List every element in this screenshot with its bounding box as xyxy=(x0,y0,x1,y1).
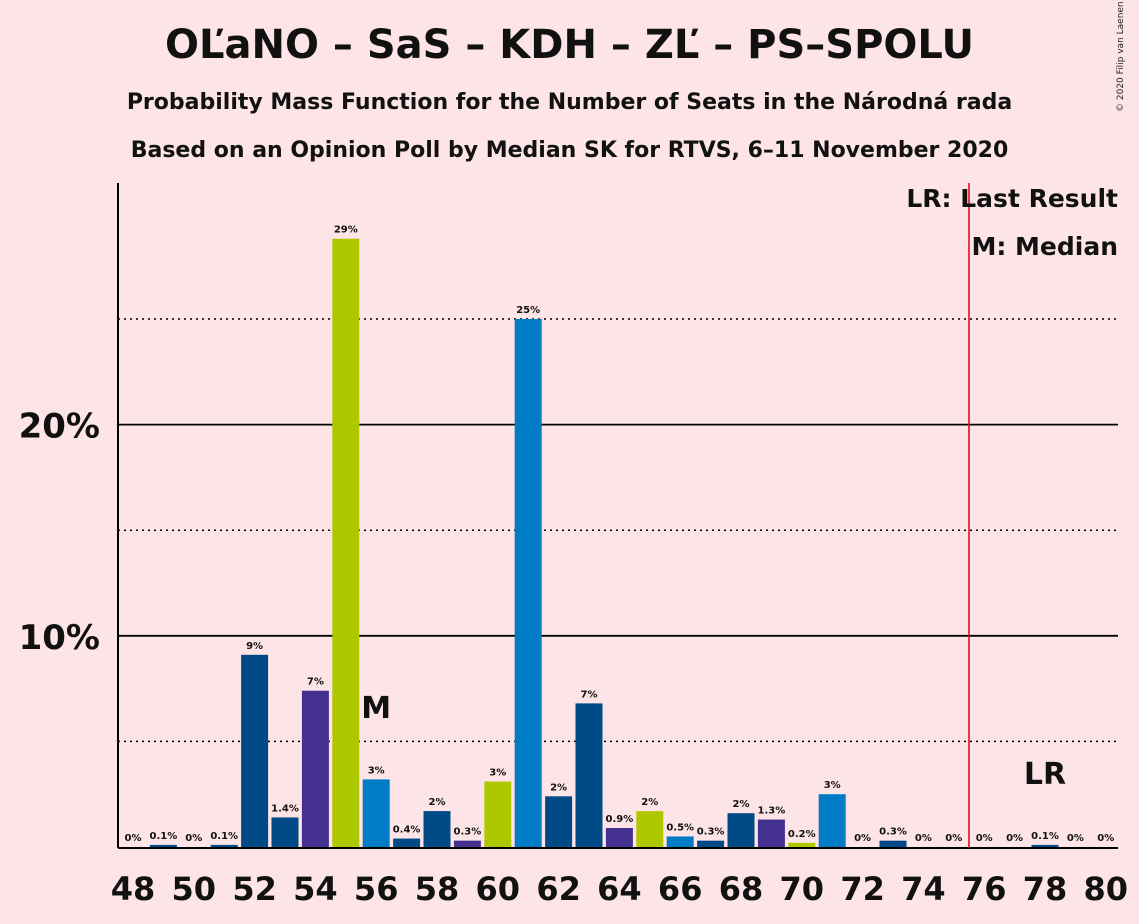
x-tick-label: 72 xyxy=(840,870,885,908)
x-tick-label: 74 xyxy=(901,870,946,908)
bar-seat-73 xyxy=(879,840,907,847)
bar-seat-58 xyxy=(423,811,451,847)
bar-value-label: 9% xyxy=(246,641,263,652)
bar-value-label: 2% xyxy=(429,797,446,808)
bar-seat-68 xyxy=(727,813,755,847)
chart-subtitle-line2: Based on an Opinion Poll by Median SK fo… xyxy=(130,138,1009,163)
bar-value-label: 0% xyxy=(854,833,871,844)
bar-value-label: 0.2% xyxy=(788,829,816,840)
bar-value-label: 0.3% xyxy=(454,827,482,838)
bar-value-label: 0.1% xyxy=(1031,831,1059,842)
bar-value-label: 0% xyxy=(185,833,202,844)
x-tick-label: 70 xyxy=(780,870,825,908)
bar-value-label: 0.3% xyxy=(697,827,725,838)
x-tick-label: 64 xyxy=(597,870,642,908)
x-tick-label: 60 xyxy=(476,870,521,908)
bar-value-label: 0.3% xyxy=(879,827,907,838)
bar-value-label: 2% xyxy=(550,782,567,793)
x-tick-label: 68 xyxy=(719,870,764,908)
bar-seat-57 xyxy=(393,838,421,847)
legend-median: M: Median xyxy=(971,232,1118,261)
bar-value-label: 29% xyxy=(334,225,358,236)
bar-value-label: 7% xyxy=(581,689,598,700)
bar-value-label: 0% xyxy=(125,833,142,844)
x-tick-label: 52 xyxy=(232,870,277,908)
bar-seat-66 xyxy=(666,836,694,847)
bar-value-label: 0.1% xyxy=(150,831,178,842)
bar-value-label: 0% xyxy=(945,833,962,844)
x-tick-label: 58 xyxy=(415,870,460,908)
bar-seat-53 xyxy=(271,817,299,847)
bar-value-label: 2% xyxy=(733,799,750,810)
x-tick-label: 78 xyxy=(1023,870,1068,908)
bar-seat-49 xyxy=(149,844,177,847)
x-tick-label: 56 xyxy=(354,870,399,908)
x-tick-label: 48 xyxy=(111,870,156,908)
median-marker: M xyxy=(361,691,391,726)
bar-seat-71 xyxy=(818,794,846,847)
bar-value-label: 0.5% xyxy=(666,822,694,833)
bar-value-label: 1.3% xyxy=(758,806,786,817)
bar-seat-69 xyxy=(757,819,785,847)
bar-value-label: 3% xyxy=(368,765,385,776)
bar-seat-56 xyxy=(362,779,390,847)
bar-value-label: 3% xyxy=(824,780,841,791)
bar-value-label: 0% xyxy=(1067,833,1084,844)
bar-value-label: 1.4% xyxy=(271,803,299,814)
bar-value-label: 0% xyxy=(1006,833,1023,844)
bar-seat-54 xyxy=(301,690,329,847)
bar-seat-60 xyxy=(484,781,512,847)
bar-value-label: 3% xyxy=(489,768,506,779)
chart-subtitle-line1: Probability Mass Function for the Number… xyxy=(126,90,1013,115)
bar-seat-59 xyxy=(453,840,481,847)
bar-value-label: 0.9% xyxy=(606,814,634,825)
bar-seat-70 xyxy=(788,842,816,847)
bar-seat-63 xyxy=(575,703,603,847)
bar-seat-61 xyxy=(514,319,542,847)
bar-seat-65 xyxy=(636,811,664,847)
bar-value-label: 0% xyxy=(976,833,993,844)
x-tick-label: 66 xyxy=(658,870,703,908)
bar-value-label: 0.4% xyxy=(393,825,421,836)
x-tick-label: 50 xyxy=(172,870,217,908)
bar-value-label: 7% xyxy=(307,677,324,688)
y-tick-label: 20% xyxy=(19,407,100,447)
legend-last-result: LR: Last Result xyxy=(906,184,1118,213)
bar-value-label: 0% xyxy=(915,833,932,844)
bar-seat-78 xyxy=(1031,844,1059,847)
bar-seat-52 xyxy=(241,654,269,847)
x-tick-label: 54 xyxy=(293,870,338,908)
bar-seat-55 xyxy=(332,238,360,847)
last-result-marker: LR xyxy=(1024,757,1066,792)
x-tick-label: 76 xyxy=(962,870,1007,908)
bar-seat-62 xyxy=(545,796,573,847)
bar-value-label: 2% xyxy=(641,797,658,808)
bar-seat-51 xyxy=(210,844,238,847)
bar-value-label: 0.1% xyxy=(210,831,238,842)
bar-seat-64 xyxy=(605,827,633,847)
x-tick-label: 62 xyxy=(536,870,581,908)
bar-seat-67 xyxy=(697,840,725,847)
bar-value-label: 25% xyxy=(516,305,540,316)
chart-title: OĽaNO – SaS – KDH – ZĽ – PS–SPOLU xyxy=(165,22,974,68)
bar-value-label: 0% xyxy=(1097,833,1114,844)
x-tick-label: 80 xyxy=(1084,870,1129,908)
y-tick-label: 10% xyxy=(19,618,100,658)
